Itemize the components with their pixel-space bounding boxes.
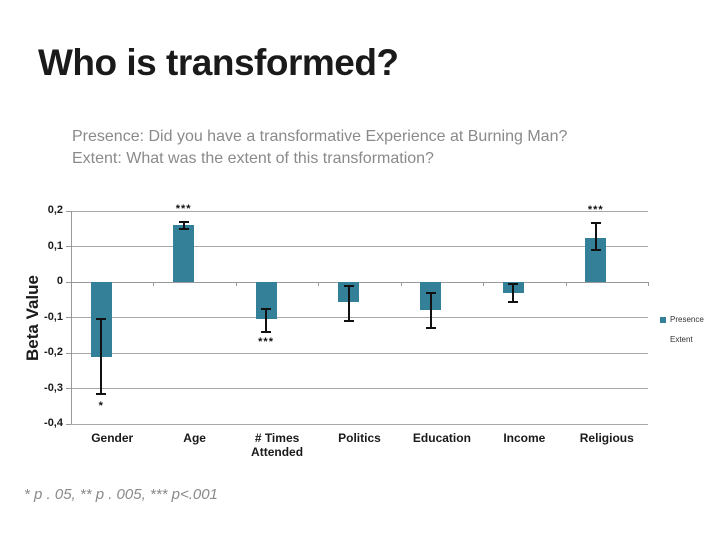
error-bar-cap bbox=[508, 300, 519, 303]
sig-marker: *** bbox=[258, 335, 274, 348]
y-tick-mark bbox=[66, 388, 71, 389]
legend-item: Presence bbox=[660, 315, 704, 324]
y-tick-label: 0,1 bbox=[47, 239, 63, 252]
error-bar-cap bbox=[590, 249, 601, 252]
category-label: # Times Attended bbox=[251, 431, 304, 459]
x-tick-mark bbox=[400, 282, 402, 286]
category-label: Religious bbox=[579, 431, 634, 445]
x-tick-mark bbox=[153, 282, 155, 286]
error-bar-line bbox=[347, 285, 350, 322]
y-tick-mark bbox=[66, 246, 71, 247]
error-bar-cap bbox=[261, 307, 272, 310]
y-tick-label: 0,2 bbox=[47, 204, 63, 216]
y-tick-label: 0 bbox=[56, 275, 63, 287]
error-bar-cap bbox=[261, 330, 272, 333]
gridline bbox=[71, 352, 648, 354]
legend-label: Presence bbox=[670, 315, 704, 324]
y-tick-mark bbox=[66, 317, 71, 318]
chart-legend: Presence Extent bbox=[660, 315, 704, 355]
error-bar-line bbox=[594, 223, 597, 251]
error-bar-cap bbox=[343, 320, 354, 323]
error-bar-line bbox=[100, 319, 103, 394]
bar bbox=[255, 282, 277, 320]
subtitle-line-extent: Extent: What was the extent of this tran… bbox=[72, 150, 434, 167]
y-tick-label: -0,3 bbox=[44, 381, 63, 394]
sig-marker: *** bbox=[587, 203, 604, 216]
error-bar-cap bbox=[508, 282, 519, 285]
x-tick-mark bbox=[565, 282, 567, 286]
y-tick-mark bbox=[66, 281, 71, 283]
error-bar-line bbox=[512, 283, 515, 302]
error-bar-cap bbox=[343, 284, 354, 287]
error-bar-line bbox=[182, 221, 185, 229]
subtitle-line-presence: Presence: Did you have a transformative … bbox=[72, 128, 568, 145]
y-tick-mark bbox=[66, 210, 71, 212]
y-tick-label: -0,1 bbox=[44, 310, 63, 323]
y-tick-mark bbox=[66, 423, 71, 425]
y-tick-label: -0,2 bbox=[44, 346, 63, 358]
x-tick-mark bbox=[235, 282, 237, 286]
error-bar-cap bbox=[178, 220, 189, 223]
legend-swatch-icon bbox=[660, 336, 666, 343]
gridline bbox=[71, 423, 648, 425]
y-axis-line bbox=[71, 211, 72, 424]
gridline bbox=[71, 388, 648, 389]
error-bar-line bbox=[429, 292, 432, 329]
y-tick-label: -0,4 bbox=[44, 417, 63, 429]
legend-item: Extent bbox=[660, 335, 704, 344]
category-label: Age bbox=[183, 431, 206, 445]
error-bar-cap bbox=[96, 318, 107, 321]
error-bar-cap bbox=[590, 222, 601, 225]
bar bbox=[173, 225, 195, 282]
category-label: Education bbox=[412, 431, 471, 445]
slide-title: Who is transformed? bbox=[38, 42, 399, 83]
gridline bbox=[71, 317, 648, 318]
sig-marker: * bbox=[98, 400, 104, 413]
error-bar-cap bbox=[96, 392, 107, 395]
x-tick-mark bbox=[71, 282, 72, 286]
gridline bbox=[71, 210, 648, 212]
sig-marker: *** bbox=[175, 203, 192, 216]
legend-label: Extent bbox=[670, 335, 693, 344]
gridline bbox=[71, 246, 648, 247]
gridline bbox=[71, 281, 648, 283]
category-label: Gender bbox=[91, 431, 134, 445]
error-bar-cap bbox=[178, 227, 189, 230]
legend-swatch-icon bbox=[660, 316, 666, 323]
x-tick-mark bbox=[318, 282, 320, 286]
error-bar-cap bbox=[425, 327, 436, 330]
category-label: Income bbox=[503, 431, 546, 445]
error-bar-cap bbox=[425, 291, 436, 294]
slide-subtitle: Presence: Did you have a transformative … bbox=[72, 126, 567, 170]
error-bar-line bbox=[265, 308, 268, 332]
x-tick-mark bbox=[483, 282, 485, 286]
bar bbox=[585, 237, 607, 282]
x-tick-mark bbox=[648, 282, 649, 286]
category-label: Politics bbox=[338, 431, 381, 445]
significance-footnote: * p . 05, ** p . 005, *** p<.001 bbox=[24, 486, 218, 503]
y-tick-mark bbox=[66, 352, 71, 354]
